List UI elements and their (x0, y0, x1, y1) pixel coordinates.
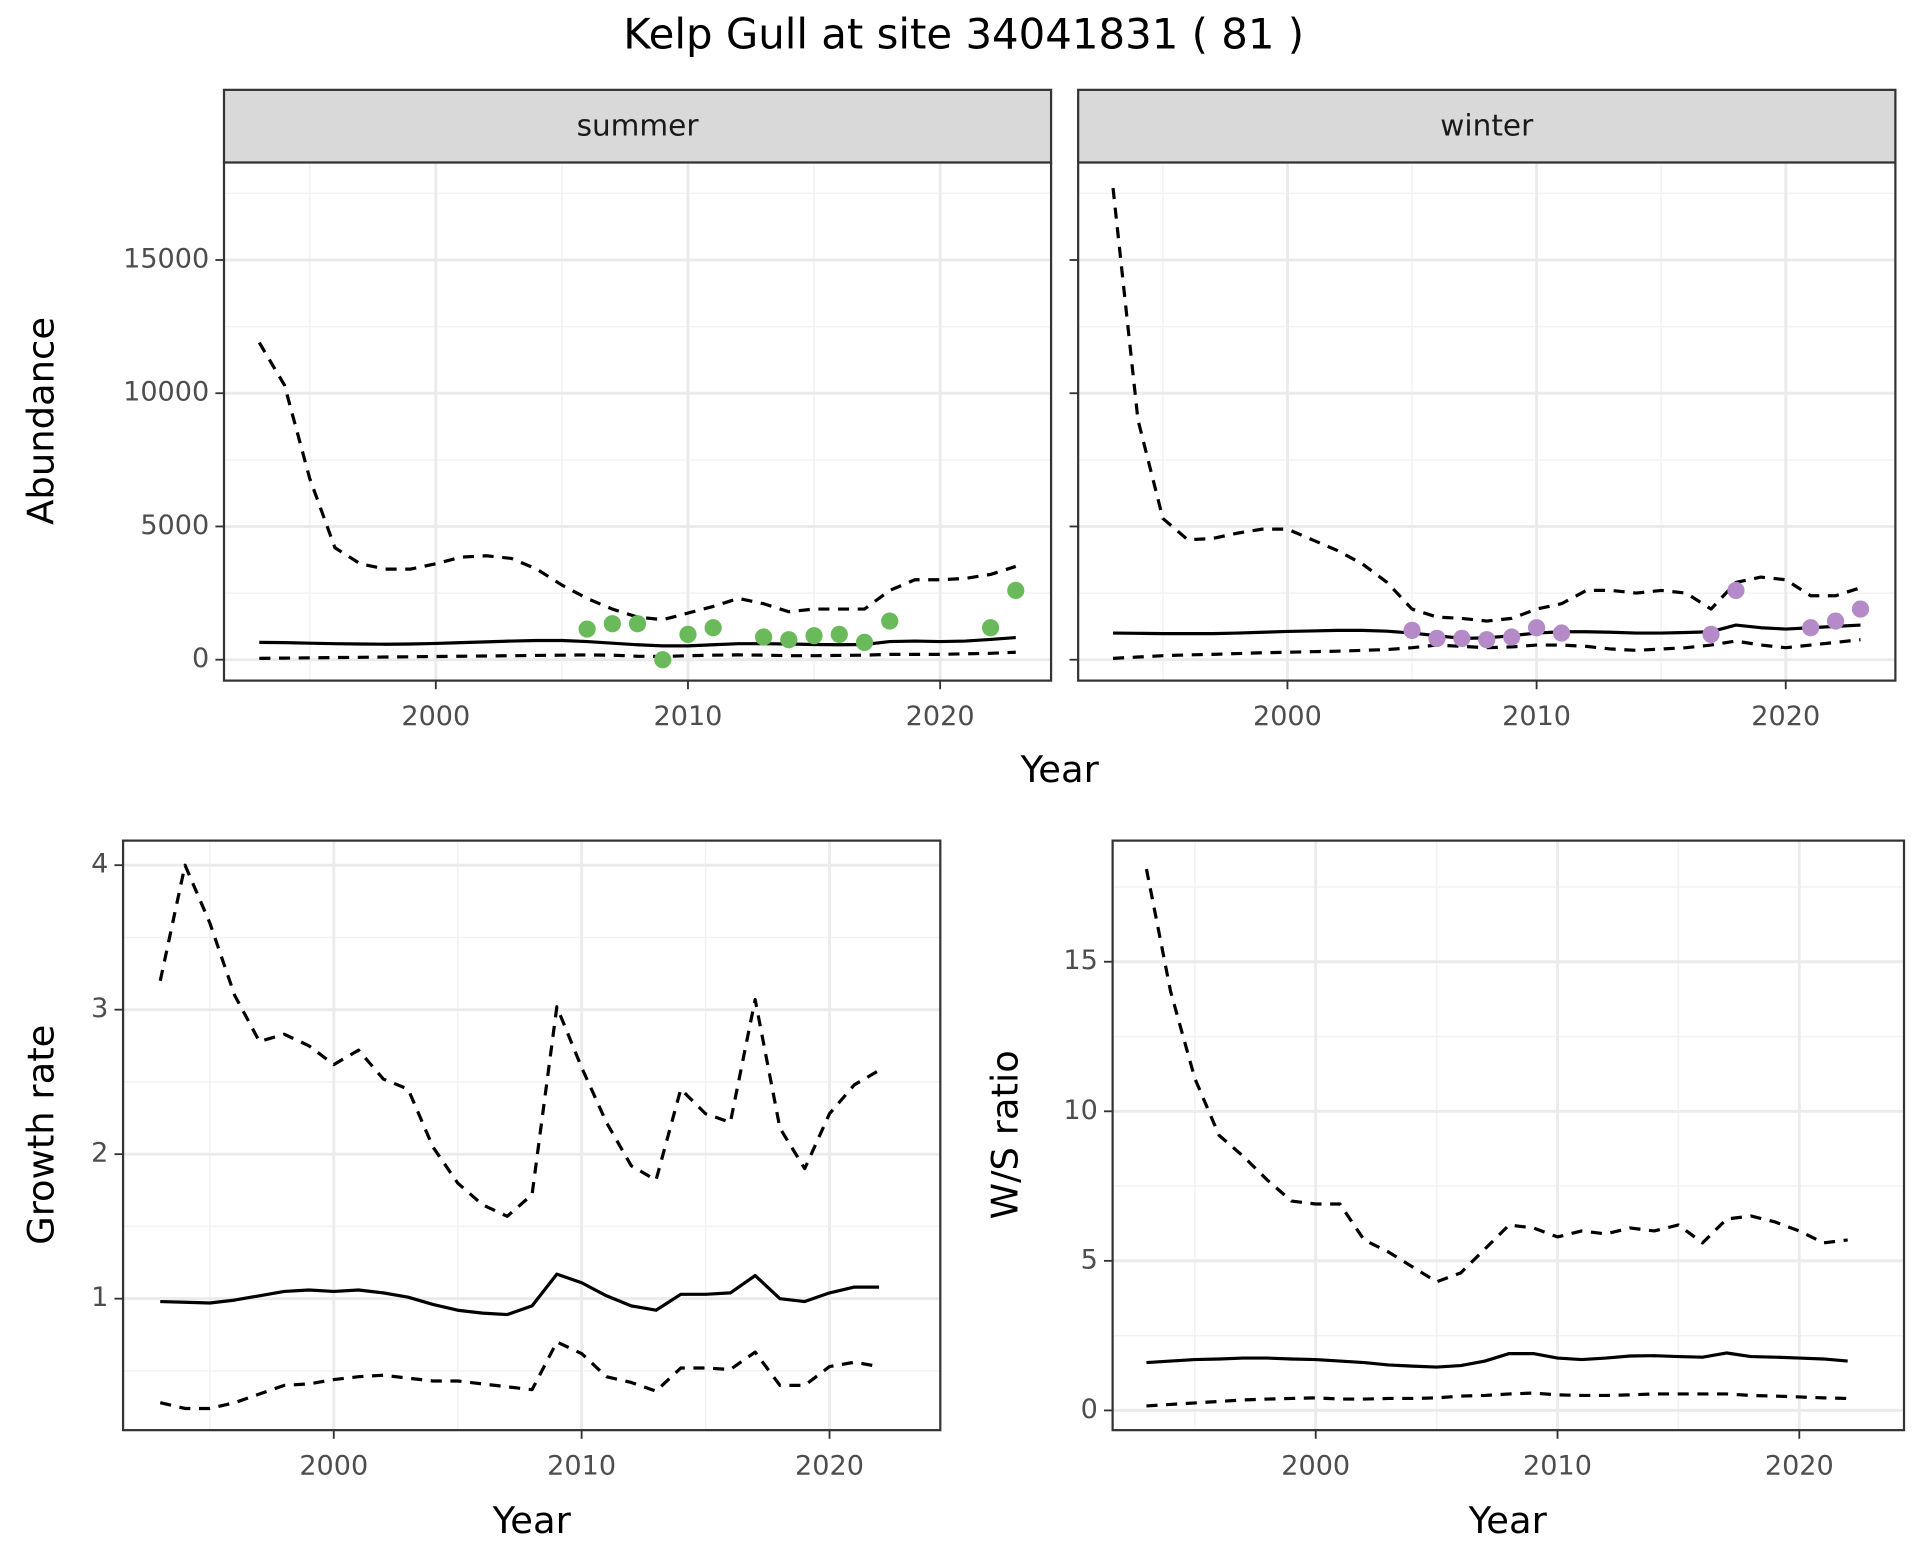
x-tick-label: 2020 (1765, 1451, 1834, 1482)
panel-border (121, 839, 942, 1432)
y-tick-label: 10000 (123, 377, 209, 408)
y-axis-title: W/S ratio (983, 1050, 1026, 1219)
y-tick-label: 15000 (123, 243, 209, 274)
data-point (1851, 600, 1870, 618)
facet-label: winter (1440, 108, 1534, 142)
x-tick-label: 2000 (299, 1451, 368, 1482)
x-tick-label: 2000 (1281, 1451, 1350, 1482)
data-point (1503, 628, 1521, 646)
x-tick-label: 2010 (1523, 1451, 1592, 1482)
panel-border (1111, 839, 1906, 1432)
y-tick-label: 2 (91, 1138, 108, 1169)
x-axis-title: Year (1468, 1499, 1548, 1542)
data-point (1007, 581, 1025, 600)
data-point (881, 612, 899, 630)
data-point (1478, 631, 1496, 649)
x-tick-label: 2020 (1751, 701, 1820, 732)
data-point (1552, 624, 1571, 642)
y-tick-label: 15 (1063, 945, 1097, 976)
interval-line (159, 1340, 880, 1411)
data-point (578, 620, 596, 638)
data-point (855, 633, 874, 651)
data-point (1527, 619, 1546, 637)
interval-line (158, 863, 880, 1218)
x-tick-label: 2020 (795, 1451, 864, 1482)
panel-background (1112, 840, 1904, 1431)
y-tick-label: 0 (192, 643, 209, 674)
facet-strip (1077, 88, 1897, 164)
data-point (1453, 629, 1471, 647)
panel-background (1078, 162, 1896, 681)
panel-background (123, 840, 941, 1431)
x-tick-label: 2000 (1253, 701, 1322, 732)
x-tick-label: 2010 (547, 1451, 616, 1482)
y-tick-label: 5000 (140, 510, 209, 541)
data-point (704, 619, 722, 637)
interval-line (259, 650, 1016, 660)
y-axis-title: Abundance (20, 317, 63, 525)
data-point (780, 631, 798, 649)
data-point (1826, 612, 1845, 630)
y-tick-label: 10 (1063, 1095, 1097, 1126)
data-point (1702, 625, 1720, 643)
y-axis-title: Growth rate (20, 1025, 63, 1245)
data-point (1802, 619, 1820, 637)
data-point (1727, 581, 1745, 600)
data-point (755, 628, 773, 646)
x-axis-title: Year (492, 1499, 572, 1542)
panel-background (224, 162, 1052, 681)
estimate-line (1146, 1351, 1848, 1369)
y-tick-label: 0 (1081, 1394, 1098, 1425)
interval-line (1144, 868, 1848, 1284)
y-tick-label: 3 (91, 993, 108, 1024)
data-point (603, 615, 621, 633)
y-tick-label: 5 (1081, 1244, 1098, 1275)
x-tick-label: 2010 (654, 701, 723, 732)
facet-strip (222, 88, 1053, 164)
data-point (1428, 629, 1446, 647)
facet-label: summer (577, 108, 700, 142)
data-point (628, 615, 647, 633)
figure-title: Kelp Gull at site 34041831 ( 81 ) (623, 9, 1304, 58)
data-point (805, 627, 823, 645)
x-tick-label: 2020 (906, 701, 975, 732)
estimate-line (259, 635, 1016, 648)
data-point (830, 625, 848, 643)
data-point (981, 619, 1000, 637)
y-tick-label: 1 (91, 1282, 108, 1313)
x-axis-title: Year (1020, 748, 1100, 791)
x-tick-label: 2010 (1502, 701, 1571, 732)
y-tick-label: 4 (91, 849, 108, 880)
estimate-line (160, 1272, 880, 1317)
x-tick-label: 2000 (401, 701, 470, 732)
data-point (1403, 621, 1421, 640)
data-point (654, 651, 672, 669)
data-point (679, 625, 697, 643)
